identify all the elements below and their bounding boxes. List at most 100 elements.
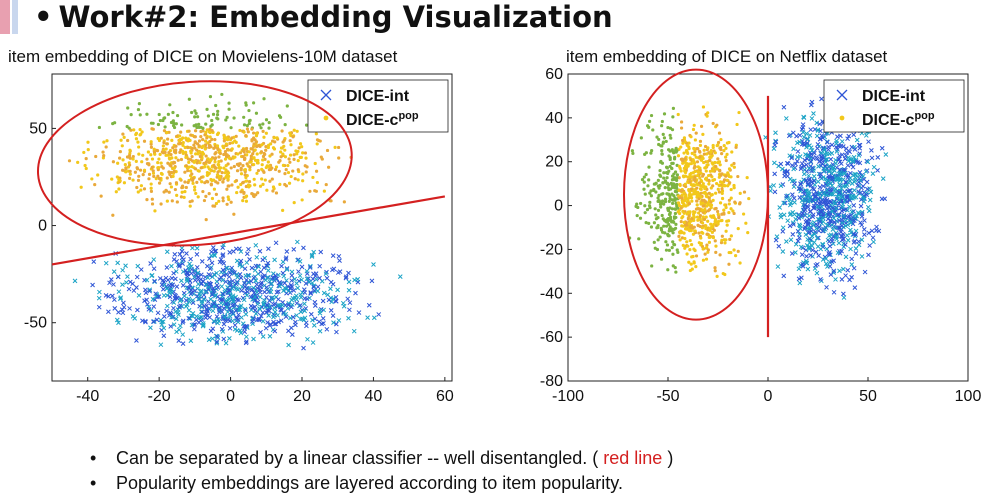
pop-point bbox=[701, 204, 705, 208]
pop-point bbox=[662, 171, 666, 175]
pop-point bbox=[690, 199, 694, 203]
int-point bbox=[123, 263, 128, 269]
pop-point bbox=[216, 170, 220, 174]
int-point bbox=[826, 147, 831, 152]
int-point bbox=[134, 274, 140, 280]
int-point bbox=[789, 251, 795, 256]
int-point bbox=[824, 284, 829, 290]
int-point bbox=[270, 295, 275, 301]
pop-point bbox=[717, 131, 722, 135]
pop-point bbox=[124, 166, 128, 170]
int-point bbox=[862, 218, 867, 223]
pop-point bbox=[204, 218, 208, 222]
pop-point bbox=[278, 182, 282, 186]
pop-point bbox=[682, 191, 686, 195]
pop-point bbox=[204, 130, 208, 134]
pop-point bbox=[126, 138, 130, 143]
pop-point bbox=[204, 160, 208, 164]
pop-point bbox=[742, 190, 747, 194]
int-point bbox=[286, 328, 291, 334]
int-point bbox=[330, 313, 336, 318]
pop-point bbox=[220, 170, 224, 175]
pop-point bbox=[720, 187, 724, 191]
int-point bbox=[172, 251, 178, 257]
int-point bbox=[260, 318, 266, 324]
int-point bbox=[318, 249, 324, 255]
int-point bbox=[813, 249, 819, 255]
pop-point bbox=[722, 143, 726, 148]
pop-point bbox=[724, 158, 728, 163]
int-point bbox=[781, 273, 787, 279]
pop-point bbox=[193, 140, 197, 144]
int-point bbox=[880, 176, 886, 181]
pop-point bbox=[670, 166, 674, 171]
int-point bbox=[244, 334, 249, 340]
int-point bbox=[217, 276, 222, 282]
int-point bbox=[194, 264, 200, 270]
pop-point bbox=[662, 136, 667, 140]
pop-point bbox=[675, 148, 679, 153]
pop-point bbox=[222, 136, 226, 140]
pop-point bbox=[261, 182, 265, 186]
int-point bbox=[301, 345, 306, 351]
pop-point bbox=[712, 228, 716, 232]
int-point bbox=[371, 315, 377, 321]
int-point bbox=[810, 247, 815, 253]
pop-point bbox=[193, 146, 197, 150]
pop-point bbox=[168, 182, 172, 186]
int-point bbox=[297, 273, 303, 279]
int-point bbox=[781, 212, 787, 218]
int-point bbox=[775, 264, 781, 269]
pop-point bbox=[657, 137, 661, 142]
int-point bbox=[281, 273, 287, 279]
pop-point bbox=[165, 130, 169, 135]
y-tick-label: -60 bbox=[540, 329, 563, 346]
int-point bbox=[273, 240, 279, 246]
pop-point bbox=[631, 151, 635, 156]
pop-point bbox=[637, 237, 641, 241]
pop-point bbox=[674, 222, 678, 226]
int-point bbox=[171, 270, 176, 276]
pop-point bbox=[171, 174, 175, 178]
int-point bbox=[159, 282, 165, 288]
pop-point bbox=[732, 186, 736, 190]
pop-point bbox=[676, 210, 681, 214]
pop-point bbox=[281, 208, 285, 212]
pop-point bbox=[225, 202, 229, 206]
pop-point bbox=[693, 164, 697, 168]
int-point bbox=[257, 294, 263, 300]
pop-point bbox=[76, 160, 80, 164]
int-point bbox=[852, 285, 858, 290]
pop-point bbox=[660, 192, 664, 196]
pop-point bbox=[720, 238, 724, 242]
pop-point bbox=[695, 160, 700, 164]
pop-point bbox=[131, 157, 135, 161]
pop-point bbox=[253, 158, 258, 162]
int-point bbox=[210, 245, 216, 250]
int-point bbox=[304, 296, 310, 302]
int-point bbox=[771, 183, 777, 188]
pop-point bbox=[676, 112, 680, 117]
pop-point bbox=[673, 226, 678, 230]
int-point bbox=[346, 279, 352, 285]
int-point bbox=[246, 246, 251, 252]
pop-point bbox=[654, 181, 658, 185]
pop-point bbox=[204, 154, 208, 158]
int-point bbox=[134, 338, 139, 343]
int-point bbox=[170, 282, 176, 288]
pop-point bbox=[315, 180, 320, 185]
pop-point bbox=[733, 200, 737, 204]
int-point bbox=[253, 242, 259, 248]
int-point bbox=[263, 325, 269, 331]
pop-point bbox=[706, 248, 710, 252]
int-point bbox=[276, 319, 281, 325]
int-point bbox=[214, 334, 220, 339]
pop-point bbox=[704, 224, 708, 228]
int-point bbox=[288, 315, 293, 321]
pop-point bbox=[230, 183, 234, 187]
pop-point bbox=[222, 146, 226, 150]
pop-point bbox=[709, 204, 713, 208]
int-point bbox=[309, 252, 315, 258]
int-point bbox=[793, 216, 799, 222]
int-point bbox=[227, 287, 232, 293]
